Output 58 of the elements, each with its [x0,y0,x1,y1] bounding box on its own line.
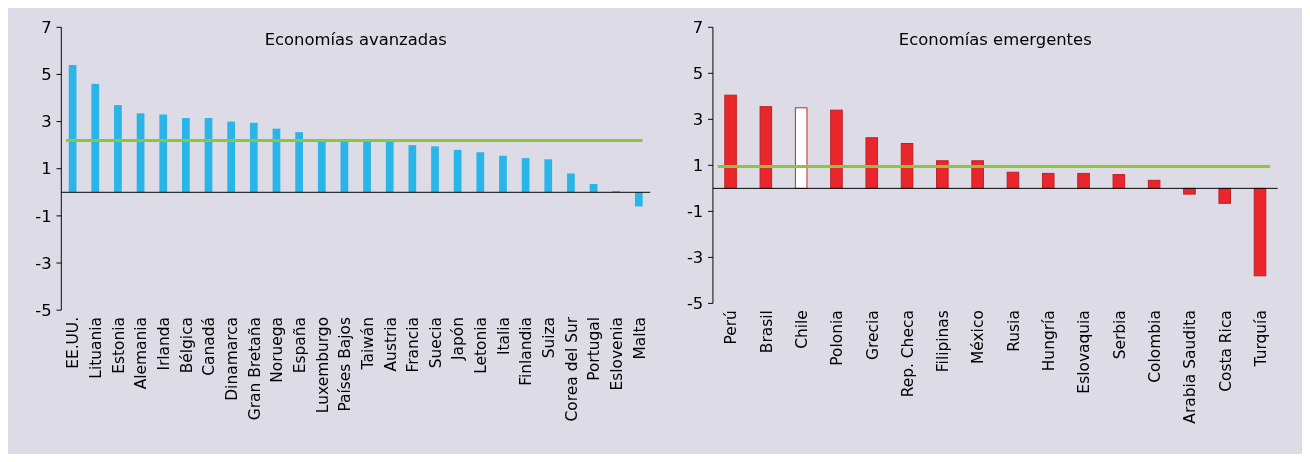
x-tick-label: Grecia [863,310,882,360]
x-tick-label: Italia [494,316,513,356]
x-tick-label: Perú [722,310,741,345]
y-tick-label: 1 [41,159,52,179]
x-tick-label: Canadá [200,316,219,376]
y-tick-label: -3 [686,248,704,268]
x-tick-label: Arabia Saudita [1181,310,1200,424]
x-tick-label: Irlanda [155,316,174,371]
x-tick-label: Corea del Sur [562,316,581,422]
x-tick-label: Suiza [540,316,559,359]
y-tick-label: 7 [41,18,52,38]
x-tick-label: Hungría [1040,310,1059,372]
x-tick-label: Rusia [1004,310,1023,352]
x-tick-label: Polonia [828,310,847,366]
x-tick-label: Francia [404,316,423,373]
x-tick-label: Filipinas [934,310,953,373]
x-tick-label: Luxemburgo [313,316,332,414]
x-tick-label: Austria [381,316,400,372]
x-tick-label: Suecia [426,316,445,369]
y-tick-label: -1 [686,202,704,222]
x-tick-label: Turquía [1251,310,1270,368]
x-tick-label: México [969,310,988,365]
x-tick-label: Costa Rica [1216,310,1235,392]
x-tick-label: Rep. Checa [898,310,917,398]
x-tick-label: Malta [630,316,649,360]
x-tick-label: Dinamarca [222,316,241,401]
x-tick-label: Chile [792,310,811,349]
x-tick-label: Finlandia [517,316,536,386]
x-tick-label: Serbia [1110,310,1129,360]
y-tick-label: -5 [35,300,52,320]
x-tick-label: España [290,316,309,374]
x-tick-label: Eslovenia [607,316,626,391]
x-tick-label: Brasil [757,310,776,354]
x-tick-label: EE.UU. [64,316,83,369]
y-tick-label: 3 [41,112,52,132]
x-tick-label: Gran Bretaña [245,316,264,421]
x-tick-label: Letonia [472,316,491,374]
y-tick-label: 1 [692,156,704,176]
x-tick-label: Colombia [1145,310,1164,383]
x-tick-label: Alemania [132,316,151,390]
x-tick-label: Taiwán [358,316,377,371]
x-tick-label: Eslovaquia [1075,310,1094,394]
y-tick-label: -3 [35,253,52,273]
y-tick-label: 5 [692,64,704,84]
x-tick-label: Lituania [87,316,106,379]
x-tick-label: Países Bajos [336,316,355,412]
y-tick-label: -1 [35,206,52,226]
y-tick-label: 5 [41,65,52,85]
x-tick-label: Noruega [268,316,287,383]
y-tick-label: 3 [692,110,704,130]
x-tick-label: Japón [449,316,468,361]
y-tick-label: -5 [686,294,704,314]
x-tick-label: Bélgica [177,316,196,374]
y-tick-label: 7 [692,18,704,38]
x-tick-label: Portugal [585,316,604,381]
chart-title: Economías avanzadas [264,29,447,49]
x-tick-label: Estonia [109,316,128,374]
chart-title: Economías emergentes [898,29,1092,49]
